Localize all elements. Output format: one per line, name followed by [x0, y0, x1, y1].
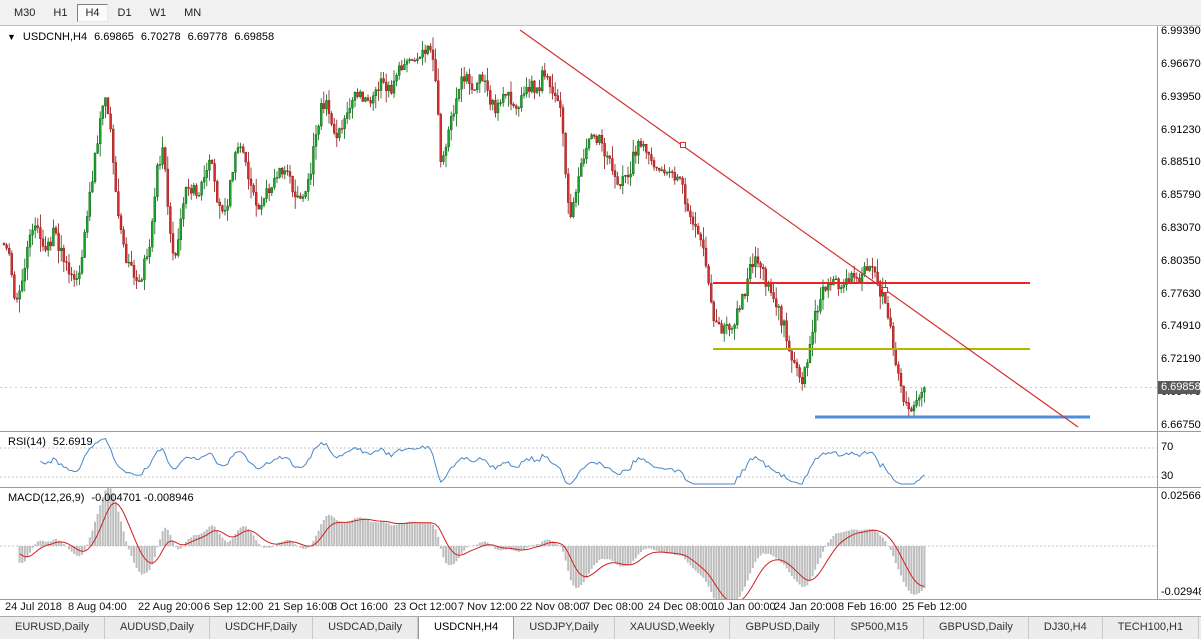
ohlc-open: 6.69865 — [94, 31, 134, 43]
macd-name: MACD(12,26,9) — [8, 492, 85, 504]
chart-tab-dj30-h4[interactable]: DJ30,H4 — [1029, 617, 1103, 639]
price-axis-label: 6.72190 — [1161, 353, 1201, 365]
time-axis-label: 7 Nov 12:00 — [458, 601, 518, 613]
rsi-axis-label: 30 — [1161, 470, 1174, 482]
rsi-value: 52.6919 — [52, 436, 93, 448]
ohlc-low: 6.69778 — [187, 31, 228, 43]
price-axis-border — [1157, 26, 1158, 599]
price-axis-label: 6.85790 — [1161, 189, 1201, 201]
time-axis-label: 10 Jan 00:00 — [712, 601, 776, 613]
chart-tab-sp500-m15[interactable]: SP500,M15 — [835, 617, 924, 639]
time-axis-label: 24 Dec 08:00 — [648, 601, 714, 613]
timeframe-toolbar: M30 H1 H4 D1 W1 MN — [0, 0, 1201, 26]
chart-symbol-timeframe: USDCNH,H4 — [22, 31, 88, 43]
rsi-macd-divider[interactable] — [0, 487, 1201, 488]
candles — [2, 37, 926, 418]
current-price-badge: 6.69858 — [1158, 381, 1201, 394]
chart-tab-xauusd-weekly[interactable]: XAUUSD,Weekly — [615, 617, 731, 639]
chart-tab-usdjpy-daily[interactable]: USDJPY,Daily — [514, 617, 615, 639]
time-axis-label: 25 Feb 12:00 — [902, 601, 967, 613]
time-axis-label: 23 Oct 12:00 — [394, 601, 457, 613]
chart-title: ▼ USDCNH,H4 6.69865 6.70278 6.69778 6.69… — [7, 31, 274, 44]
time-axis-label: 22 Nov 08:00 — [520, 601, 586, 613]
macd-indicator-label: MACD(12,26,9) -0.004701 -0.008946 — [8, 492, 194, 504]
chart-tab-audusd-daily[interactable]: AUDUSD,Daily — [105, 617, 210, 639]
chart-tab-usdcad-daily[interactable]: USDCAD,Daily — [313, 617, 419, 639]
rsi-axis-label: 70 — [1161, 441, 1174, 453]
descending-trendline[interactable] — [519, 29, 1079, 428]
macd-histogram — [18, 488, 926, 599]
price-axis-label: 6.96670 — [1161, 58, 1201, 70]
chart-tab-usdchf-daily[interactable]: USDCHF,Daily — [210, 617, 314, 639]
macd-axis-label: -0.029484 — [1161, 586, 1201, 598]
price-axis-label: 6.91230 — [1161, 124, 1201, 136]
price-axis-label: 6.66750 — [1161, 419, 1201, 431]
time-axis-label: 8 Aug 04:00 — [68, 601, 127, 613]
rsi-panel-canvas[interactable] — [0, 432, 1157, 487]
time-axis-label: 24 Jul 2018 — [5, 601, 62, 613]
main-rsi-divider[interactable] — [0, 431, 1201, 432]
rsi-indicator-label: RSI(14) 52.6919 — [8, 436, 93, 448]
chart-tab-gbpusd-daily[interactable]: GBPUSD,Daily — [924, 617, 1029, 639]
price-axis-label: 6.74910 — [1161, 320, 1201, 332]
trendline-handle[interactable] — [882, 287, 888, 293]
time-axis-label: 21 Sep 16:00 — [268, 601, 334, 613]
timeframe-button-h4[interactable]: H4 — [77, 3, 108, 22]
price-axis-label: 6.93950 — [1161, 91, 1201, 103]
time-axis-label: 24 Jan 20:00 — [774, 601, 838, 613]
price-axis-label: 6.77630 — [1161, 288, 1201, 300]
chart-tab-tech100-h1[interactable]: TECH100,H1 — [1103, 617, 1200, 639]
timeframe-button-h1[interactable]: H1 — [45, 4, 75, 22]
macd-panel-canvas[interactable] — [0, 488, 1157, 599]
time-axis-label: 22 Aug 20:00 — [138, 601, 203, 613]
timeframe-button-w1[interactable]: W1 — [142, 4, 175, 22]
time-axis-label: 8 Oct 16:00 — [331, 601, 388, 613]
trendline-handle[interactable] — [680, 142, 686, 148]
price-axis-label: 6.88510 — [1161, 156, 1201, 168]
macd-value: -0.004701 -0.008946 — [91, 492, 194, 504]
timeframe-button-m30[interactable]: M30 — [6, 4, 43, 22]
chart-tabbar: EURUSD,Daily AUDUSD,Daily USDCHF,Daily USDC… — [0, 616, 1201, 639]
macd-signal-line — [19, 502, 925, 599]
rsi-line — [40, 438, 925, 485]
chart-tab-eurusd-daily[interactable]: EURUSD,Daily — [0, 617, 105, 639]
ohlc-high: 6.70278 — [140, 31, 181, 43]
ohlc-close: 6.69858 — [234, 31, 275, 43]
rsi-name: RSI(14) — [8, 436, 46, 448]
price-axis-label: 6.83070 — [1161, 222, 1201, 234]
time-axis-label: 6 Sep 12:00 — [204, 601, 264, 613]
time-axis-label: 7 Dec 08:00 — [584, 601, 644, 613]
chart-marker-icon: ▼ — [7, 32, 16, 42]
chart-tab-usdcnh-h4[interactable]: USDCNH,H4 — [418, 617, 515, 639]
main-chart-canvas[interactable] — [0, 26, 1157, 431]
price-axis-label: 6.80350 — [1161, 255, 1201, 267]
time-axis-label: 8 Feb 16:00 — [838, 601, 897, 613]
macd-axis-label: 0.025660 — [1161, 490, 1201, 502]
timeframe-button-d1[interactable]: D1 — [110, 4, 140, 22]
timeframe-button-mn[interactable]: MN — [176, 4, 209, 22]
macd-timeaxis-divider — [0, 599, 1201, 600]
price-axis-label: 6.99390 — [1161, 25, 1201, 37]
chart-tab-gbpusd-daily[interactable]: GBPUSD,Daily — [730, 617, 836, 639]
